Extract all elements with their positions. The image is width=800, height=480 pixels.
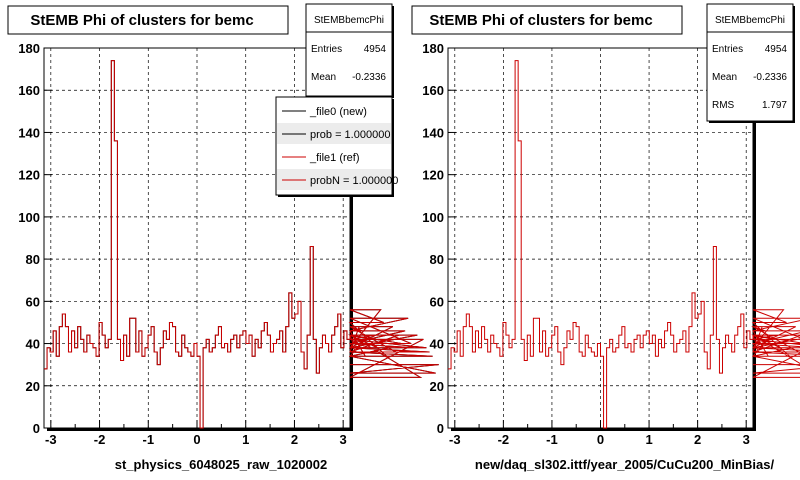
y-tick-label: 40 — [430, 337, 444, 352]
stats-title: StEMBbemcPhi — [314, 15, 384, 26]
y-tick-label: 180 — [422, 41, 444, 56]
histogram-series-2 — [44, 60, 439, 429]
x-tick-label: -1 — [546, 432, 558, 447]
plot-title: StEMB Phi of clusters for bemc — [429, 12, 652, 29]
y-tick-label: 180 — [18, 41, 40, 56]
y-tick-label: 20 — [26, 379, 40, 394]
x-tick-label: -3 — [45, 432, 57, 447]
y-tick-label: 160 — [18, 83, 40, 98]
legend-entry-label: probN = 1.000000 — [310, 175, 398, 187]
stats-title: StEMBbemcPhi — [715, 15, 785, 26]
y-tick-label: 0 — [33, 421, 40, 436]
stats-row-label: Entries — [311, 44, 342, 55]
stats-row-value: 4954 — [765, 44, 788, 55]
stats-box — [305, 3, 393, 97]
y-tick-label: 60 — [430, 294, 444, 309]
y-tick-label: 100 — [422, 210, 444, 225]
x-tick-label: 1 — [242, 432, 249, 447]
legend-entry-label: prob = 1.000000 — [310, 129, 390, 141]
x-tick-label: 2 — [291, 432, 298, 447]
x-tick-label: 0 — [597, 432, 604, 447]
title-box — [411, 5, 683, 35]
x-tick-label: -2 — [94, 432, 106, 447]
stats-row-value: 4954 — [364, 44, 387, 55]
legend-entry-label: _file0 (new) — [309, 106, 367, 118]
stats-row-label: Entries — [712, 44, 743, 55]
stats-box — [706, 3, 794, 122]
stats-row-label: Mean — [311, 72, 336, 83]
x-tick-label: -3 — [449, 432, 461, 447]
y-tick-label: 80 — [430, 252, 444, 267]
y-tick-label: 100 — [18, 210, 40, 225]
y-tick-label: 140 — [422, 125, 444, 140]
y-tick-label: 0 — [437, 421, 444, 436]
y-tick-label: 160 — [422, 83, 444, 98]
y-tick-label: 140 — [18, 125, 40, 140]
stats-row-value: 1.797 — [762, 100, 787, 111]
x-tick-label: 3 — [743, 432, 750, 447]
legend-row-band — [277, 123, 391, 144]
x-tick-label: -1 — [142, 432, 154, 447]
x-axis-label: new/daq_sl302.ittf/year_2005/CuCu200_Min… — [475, 457, 775, 472]
legend-entry-label: _file1 (ref) — [309, 152, 360, 164]
stats-row-value: -0.2336 — [352, 72, 386, 83]
x-tick-label: 3 — [340, 432, 347, 447]
plot-frame — [447, 47, 754, 429]
stats-row-label: Mean — [712, 72, 737, 83]
histogram-series-1 — [448, 60, 800, 429]
y-tick-label: 40 — [26, 337, 40, 352]
legend-row-band — [277, 169, 391, 190]
plot-title: StEMB Phi of clusters for bemc — [30, 12, 253, 29]
y-tick-label: 80 — [26, 252, 40, 267]
y-tick-label: 120 — [422, 168, 444, 183]
stats-row-label: RMS — [712, 100, 735, 111]
y-tick-label: 60 — [26, 294, 40, 309]
x-tick-label: 0 — [193, 432, 200, 447]
y-tick-label: 120 — [18, 168, 40, 183]
y-tick-label: 20 — [430, 379, 444, 394]
stats-row-value: -0.2336 — [753, 72, 787, 83]
title-box — [7, 5, 289, 35]
x-axis-label: st_physics_6048025_raw_1020002 — [115, 457, 328, 472]
x-tick-label: 2 — [694, 432, 701, 447]
x-tick-label: -2 — [498, 432, 510, 447]
x-tick-label: 1 — [645, 432, 652, 447]
